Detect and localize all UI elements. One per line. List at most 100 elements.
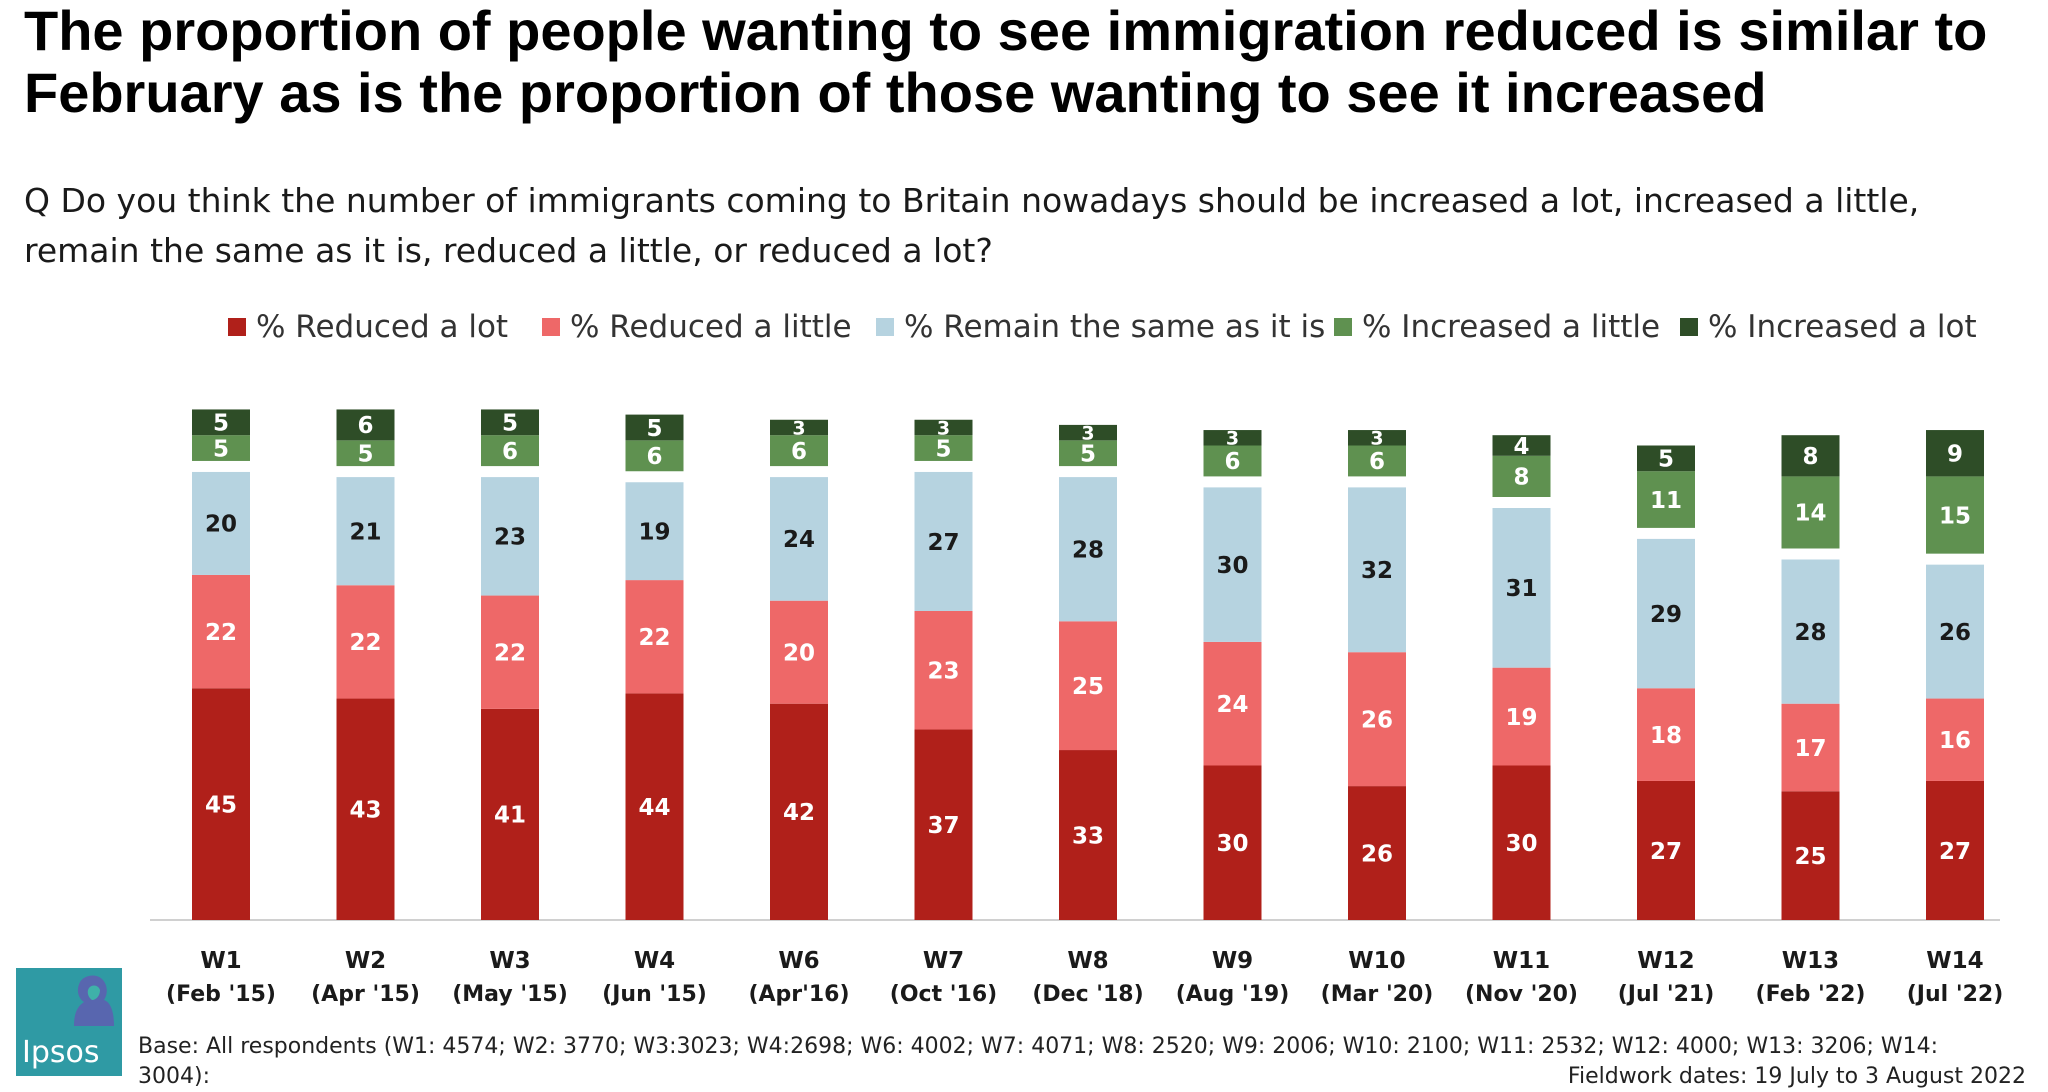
bar-segment-increased-a-little (770, 435, 828, 467)
x-tick-label: W4 (634, 948, 675, 974)
data-label: 15 (1939, 503, 1971, 529)
data-label: 3 (937, 417, 950, 439)
data-label: 24 (1216, 692, 1248, 718)
data-label: 30 (1505, 831, 1537, 857)
bar-segment-reduced-a-little (1926, 698, 1984, 781)
data-label: 19 (638, 519, 670, 545)
x-tick-date-label: (Feb '15) (166, 982, 276, 1007)
chart-title: The proportion of people wanting to see … (24, 0, 1988, 124)
bar-segment-reduced-a-little (336, 585, 395, 699)
legend-swatch (228, 318, 246, 336)
bar-segment-reduced-a-little (1492, 667, 1551, 766)
x-tick-date-label: (Apr'16) (748, 982, 849, 1007)
data-label: 24 (783, 527, 815, 553)
survey-question: Q Do you think the number of immigrants … (24, 181, 1920, 270)
data-label: 29 (1650, 602, 1682, 628)
legend-swatch (542, 318, 560, 336)
logo-text: Ipsos (22, 1035, 100, 1070)
data-label: 5 (646, 416, 662, 442)
x-tick-label: W2 (345, 948, 386, 974)
data-label: 26 (1939, 620, 1971, 646)
data-label: 6 (502, 439, 518, 465)
bar-segment-reduced-a-lot (1348, 786, 1406, 920)
data-label: 20 (783, 640, 815, 666)
bar-segment-remain-the-same-as-it-is (481, 477, 539, 596)
bar-segment-reduced-a-lot (336, 698, 395, 920)
bar-segment-remain-the-same-as-it-is (1348, 487, 1406, 653)
data-label: 6 (1224, 449, 1240, 475)
data-label: 18 (1650, 723, 1682, 749)
data-label: 22 (494, 640, 526, 666)
bar-segment-remain-the-same-as-it-is (1637, 538, 1695, 689)
bar-segment-increased-a-little (914, 435, 973, 461)
bar-segment-increased-a-lot (1781, 435, 1840, 477)
x-tick-label: W6 (778, 948, 819, 974)
bar-segment-reduced-a-little (481, 595, 539, 709)
data-label: 3 (1370, 428, 1383, 450)
x-tick-label: W9 (1212, 948, 1253, 974)
data-label: 28 (1072, 537, 1104, 563)
bar-segment-remain-the-same-as-it-is (1203, 487, 1262, 642)
data-label: 21 (349, 519, 381, 545)
bar-segment-reduced-a-little (914, 611, 973, 730)
data-label: 26 (1361, 707, 1393, 733)
x-tick-date-label: (Oct '16) (890, 982, 997, 1007)
data-label: 19 (1505, 705, 1537, 731)
legend-item-reduced-a-little: % Reduced a little (542, 305, 852, 349)
bar-segment-increased-a-little (1203, 445, 1262, 477)
bar-segment-reduced-a-lot (1492, 765, 1551, 920)
x-tick-label: W3 (489, 948, 530, 974)
bar-segment-reduced-a-lot (914, 729, 973, 920)
data-label: 5 (502, 411, 518, 437)
bar-segment-reduced-a-little (625, 580, 684, 694)
x-tick-label: W1 (200, 948, 241, 974)
legend-label: % Remain the same as it is (904, 309, 1326, 345)
data-label: 5 (1658, 447, 1674, 473)
x-tick-label: W12 (1637, 948, 1694, 974)
bar-segment-increased-a-lot (1926, 430, 1984, 477)
data-label: 8 (1513, 465, 1529, 491)
x-tick-date-label: (Aug '19) (1176, 982, 1290, 1007)
data-label: 28 (1794, 620, 1826, 646)
data-label: 4 (1513, 434, 1529, 460)
bar-segment-increased-a-lot (1059, 424, 1117, 441)
bar-segment-increased-a-lot (1203, 430, 1262, 446)
bar-segment-increased-a-little (192, 435, 250, 461)
x-tick-label: W13 (1782, 948, 1839, 974)
data-label: 6 (791, 439, 807, 465)
data-label: 20 (205, 512, 237, 538)
bar-segment-reduced-a-lot (192, 688, 250, 920)
legend-item-increased-a-lot: % Increased a lot (1680, 305, 1977, 349)
data-label: 45 (205, 792, 237, 818)
data-label: 44 (638, 795, 670, 821)
data-label: 25 (1794, 844, 1826, 870)
bar-segment-reduced-a-little (1637, 688, 1695, 781)
bar-segment-reduced-a-lot (1203, 765, 1262, 920)
data-label: 5 (1080, 442, 1096, 468)
data-label: 17 (1794, 736, 1826, 762)
legend-swatch (1680, 318, 1698, 336)
data-label: 22 (638, 625, 670, 651)
data-label: 33 (1072, 823, 1104, 849)
bar-segment-increased-a-lot (914, 419, 973, 436)
bar-segment-increased-a-little (1348, 445, 1406, 477)
bar-segment-increased-a-lot (770, 419, 828, 436)
x-tick-date-label: (Jul '22) (1907, 982, 2004, 1007)
data-label: 30 (1216, 553, 1248, 579)
data-label: 16 (1939, 728, 1971, 754)
bar-segment-increased-a-little (1492, 455, 1551, 497)
bar-segment-reduced-a-lot (1926, 780, 1984, 920)
bar-segment-increased-a-little (1637, 471, 1695, 528)
x-tick-date-label: (Jul '21) (1618, 982, 1715, 1007)
bar-segment-reduced-a-little (1203, 641, 1262, 766)
data-label: 11 (1650, 488, 1682, 514)
x-tick-date-label: (Dec '18) (1032, 982, 1143, 1007)
chart-legend: % Reduced a lot % Reduced a little % Rem… (0, 305, 2048, 349)
bar-segment-reduced-a-little (1059, 621, 1117, 751)
data-label: 41 (494, 803, 526, 829)
bar-segment-increased-a-little (1781, 476, 1840, 549)
data-label: 22 (349, 630, 381, 656)
bar-segment-reduced-a-little (770, 600, 828, 704)
bar-segment-increased-a-lot (1492, 435, 1551, 456)
